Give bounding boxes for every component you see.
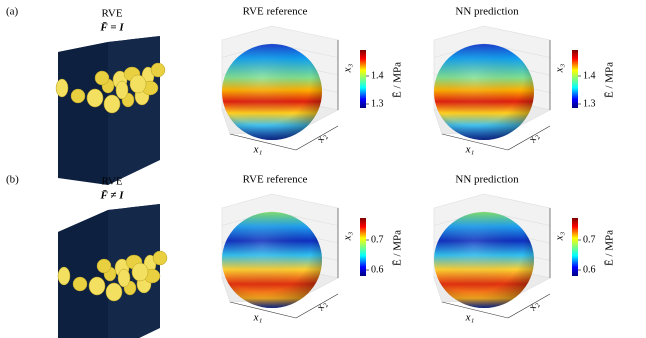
axis-label: x₂ xyxy=(526,299,541,314)
particle xyxy=(115,80,129,100)
particle xyxy=(88,276,106,296)
axis-label: x₃ xyxy=(554,63,566,73)
colorbar-tick-label: 0.7 xyxy=(371,234,384,245)
rve-title: RVE xyxy=(101,8,122,20)
colorbar-tick-label: 0.7 xyxy=(583,234,596,245)
particle xyxy=(57,266,71,286)
colorbar xyxy=(360,50,366,108)
colorbar-tick-label: 1.4 xyxy=(371,70,384,81)
colorbar xyxy=(572,50,578,108)
particle xyxy=(103,94,121,114)
colorbar xyxy=(360,218,366,276)
particle xyxy=(129,74,147,94)
axis-label: x₁ xyxy=(253,312,263,324)
rve-condition: F̄ = I xyxy=(99,22,124,34)
axis-line xyxy=(295,125,339,151)
particle xyxy=(70,88,86,104)
sphere-shade xyxy=(222,212,322,308)
particle xyxy=(152,250,168,266)
particle xyxy=(131,262,149,282)
particle xyxy=(150,62,166,78)
panel-title: NN prediction xyxy=(455,174,519,186)
axis-label: x₃ xyxy=(554,231,566,241)
colorbar-tick-label: 0.6 xyxy=(371,264,384,275)
axis-label: x₃ xyxy=(342,63,354,73)
colorbar-tick-label: 1.3 xyxy=(583,98,596,109)
panel: NN prediction x₁ x₂ x₃ 1.4 1.3 Ē / MPa xyxy=(433,6,616,156)
panel-title: RVE reference xyxy=(243,6,308,18)
sphere-shade xyxy=(434,44,534,140)
row-label: (a) xyxy=(6,6,19,18)
sphere-shade xyxy=(434,212,534,308)
box-front xyxy=(58,210,108,338)
box-front xyxy=(58,42,108,185)
colorbar-label: Ē / MPa xyxy=(604,62,616,98)
axis-label: x₁ xyxy=(465,144,475,156)
panel-title: NN prediction xyxy=(455,6,519,18)
axis-line xyxy=(229,133,297,151)
axis-label: x₂ xyxy=(526,131,541,146)
sphere-shade xyxy=(222,44,322,140)
particle xyxy=(55,78,69,98)
axis-line xyxy=(441,301,509,319)
particle xyxy=(96,258,112,274)
colorbar-label: Ē / MPa xyxy=(604,230,616,266)
panel: RVE reference x₁ x₂ x₃ 1.4 1.3 Ē / MPa xyxy=(221,6,404,156)
axis-line xyxy=(507,125,551,151)
row-label: (b) xyxy=(6,174,19,186)
axis-label: x₂ xyxy=(314,131,329,146)
panel-title: RVE reference xyxy=(243,174,308,186)
colorbar-label: Ē / MPa xyxy=(392,230,404,266)
axis-label: x₁ xyxy=(253,144,263,156)
colorbar-label: Ē / MPa xyxy=(392,62,404,98)
axis-line xyxy=(441,133,509,151)
rve-render xyxy=(55,36,166,185)
particle xyxy=(72,276,88,292)
rve-render xyxy=(57,204,168,338)
colorbar-tick-label: 0.6 xyxy=(583,264,596,275)
axis-label: x₁ xyxy=(465,312,475,324)
axis-line xyxy=(507,293,551,319)
colorbar-tick-label: 1.3 xyxy=(371,98,384,109)
panel: RVE reference x₁ x₂ x₃ 0.7 0.6 Ē / MPa xyxy=(221,174,404,324)
axis-line xyxy=(229,301,297,319)
particle xyxy=(86,88,104,108)
particle xyxy=(105,282,123,302)
axis-line xyxy=(295,293,339,319)
particle xyxy=(94,70,110,86)
panel: NN prediction x₁ x₂ x₃ 0.7 0.6 Ē / MPa xyxy=(433,174,616,324)
rve-title: RVE xyxy=(101,176,122,188)
axis-label: x₂ xyxy=(314,299,329,314)
axis-label: x₃ xyxy=(342,231,354,241)
rve-condition: F̄ ≠ I xyxy=(100,190,125,202)
colorbar xyxy=(572,218,578,276)
particle xyxy=(117,268,131,288)
colorbar-tick-label: 1.4 xyxy=(583,70,596,81)
